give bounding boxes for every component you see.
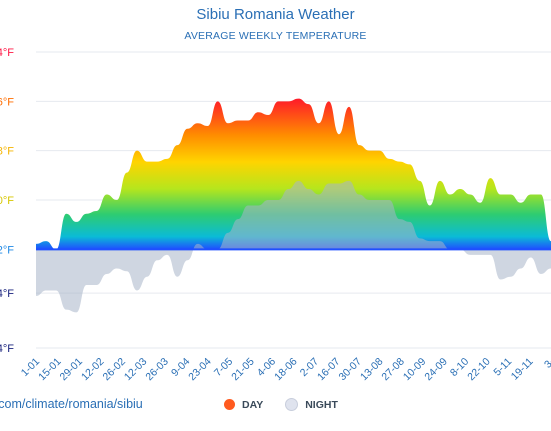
x-tick-label: 30-07: [337, 356, 365, 384]
chart-subtitle: AVERAGE WEEKLY TEMPERATURE: [184, 30, 367, 42]
legend-day-label: DAY: [242, 398, 264, 411]
x-tick-label: 24-09: [422, 356, 450, 384]
x-tick-label: 18-06: [272, 356, 300, 384]
legend-day-dot: [224, 399, 235, 410]
series-day-area: [36, 98, 551, 250]
y-tick-label: 4°F: [0, 47, 14, 59]
x-tick-label: 19-11: [509, 356, 536, 383]
source-link[interactable]: ty.com/climate/romania/sibiu: [0, 397, 143, 411]
y-tick-label: 2°F: [0, 244, 14, 256]
x-tick-label: 10-09: [401, 356, 429, 384]
x-tick-label: 26-02: [100, 356, 128, 384]
y-tick-label: 0°F: [0, 195, 14, 207]
x-tick-label: 3-: [542, 355, 551, 370]
x-tick-label: 22-10: [465, 356, 493, 384]
legend-night-label: NIGHT: [305, 398, 338, 411]
x-tick-label: 13-08: [358, 356, 386, 384]
series-night-area: [36, 180, 551, 313]
legend-night[interactable]: NIGHT: [285, 398, 338, 411]
y-tick-label: 8°F: [0, 146, 14, 158]
legend-day[interactable]: DAY: [224, 399, 263, 411]
x-tick-label: 12-03: [122, 356, 150, 384]
y-tick-label: 4°F: [0, 288, 14, 300]
x-tick-label: 16-07: [315, 356, 343, 384]
legend: DAY NIGHT: [224, 398, 360, 411]
chart-title: Sibiu Romania Weather: [196, 6, 355, 23]
x-tick-label: 12-02: [79, 356, 107, 384]
x-tick-label: 26-03: [143, 356, 171, 384]
x-tick-label: 21-05: [229, 356, 257, 384]
x-tick-label: 23-04: [186, 356, 214, 384]
x-tick-label: 15-01: [36, 356, 64, 384]
y-tick-label: 6°F: [0, 96, 14, 108]
x-tick-label: 29-01: [58, 356, 86, 384]
legend-night-dot: [285, 398, 299, 411]
y-tick-label: 4°F: [0, 343, 14, 355]
x-tick-label: 27-08: [379, 356, 407, 384]
